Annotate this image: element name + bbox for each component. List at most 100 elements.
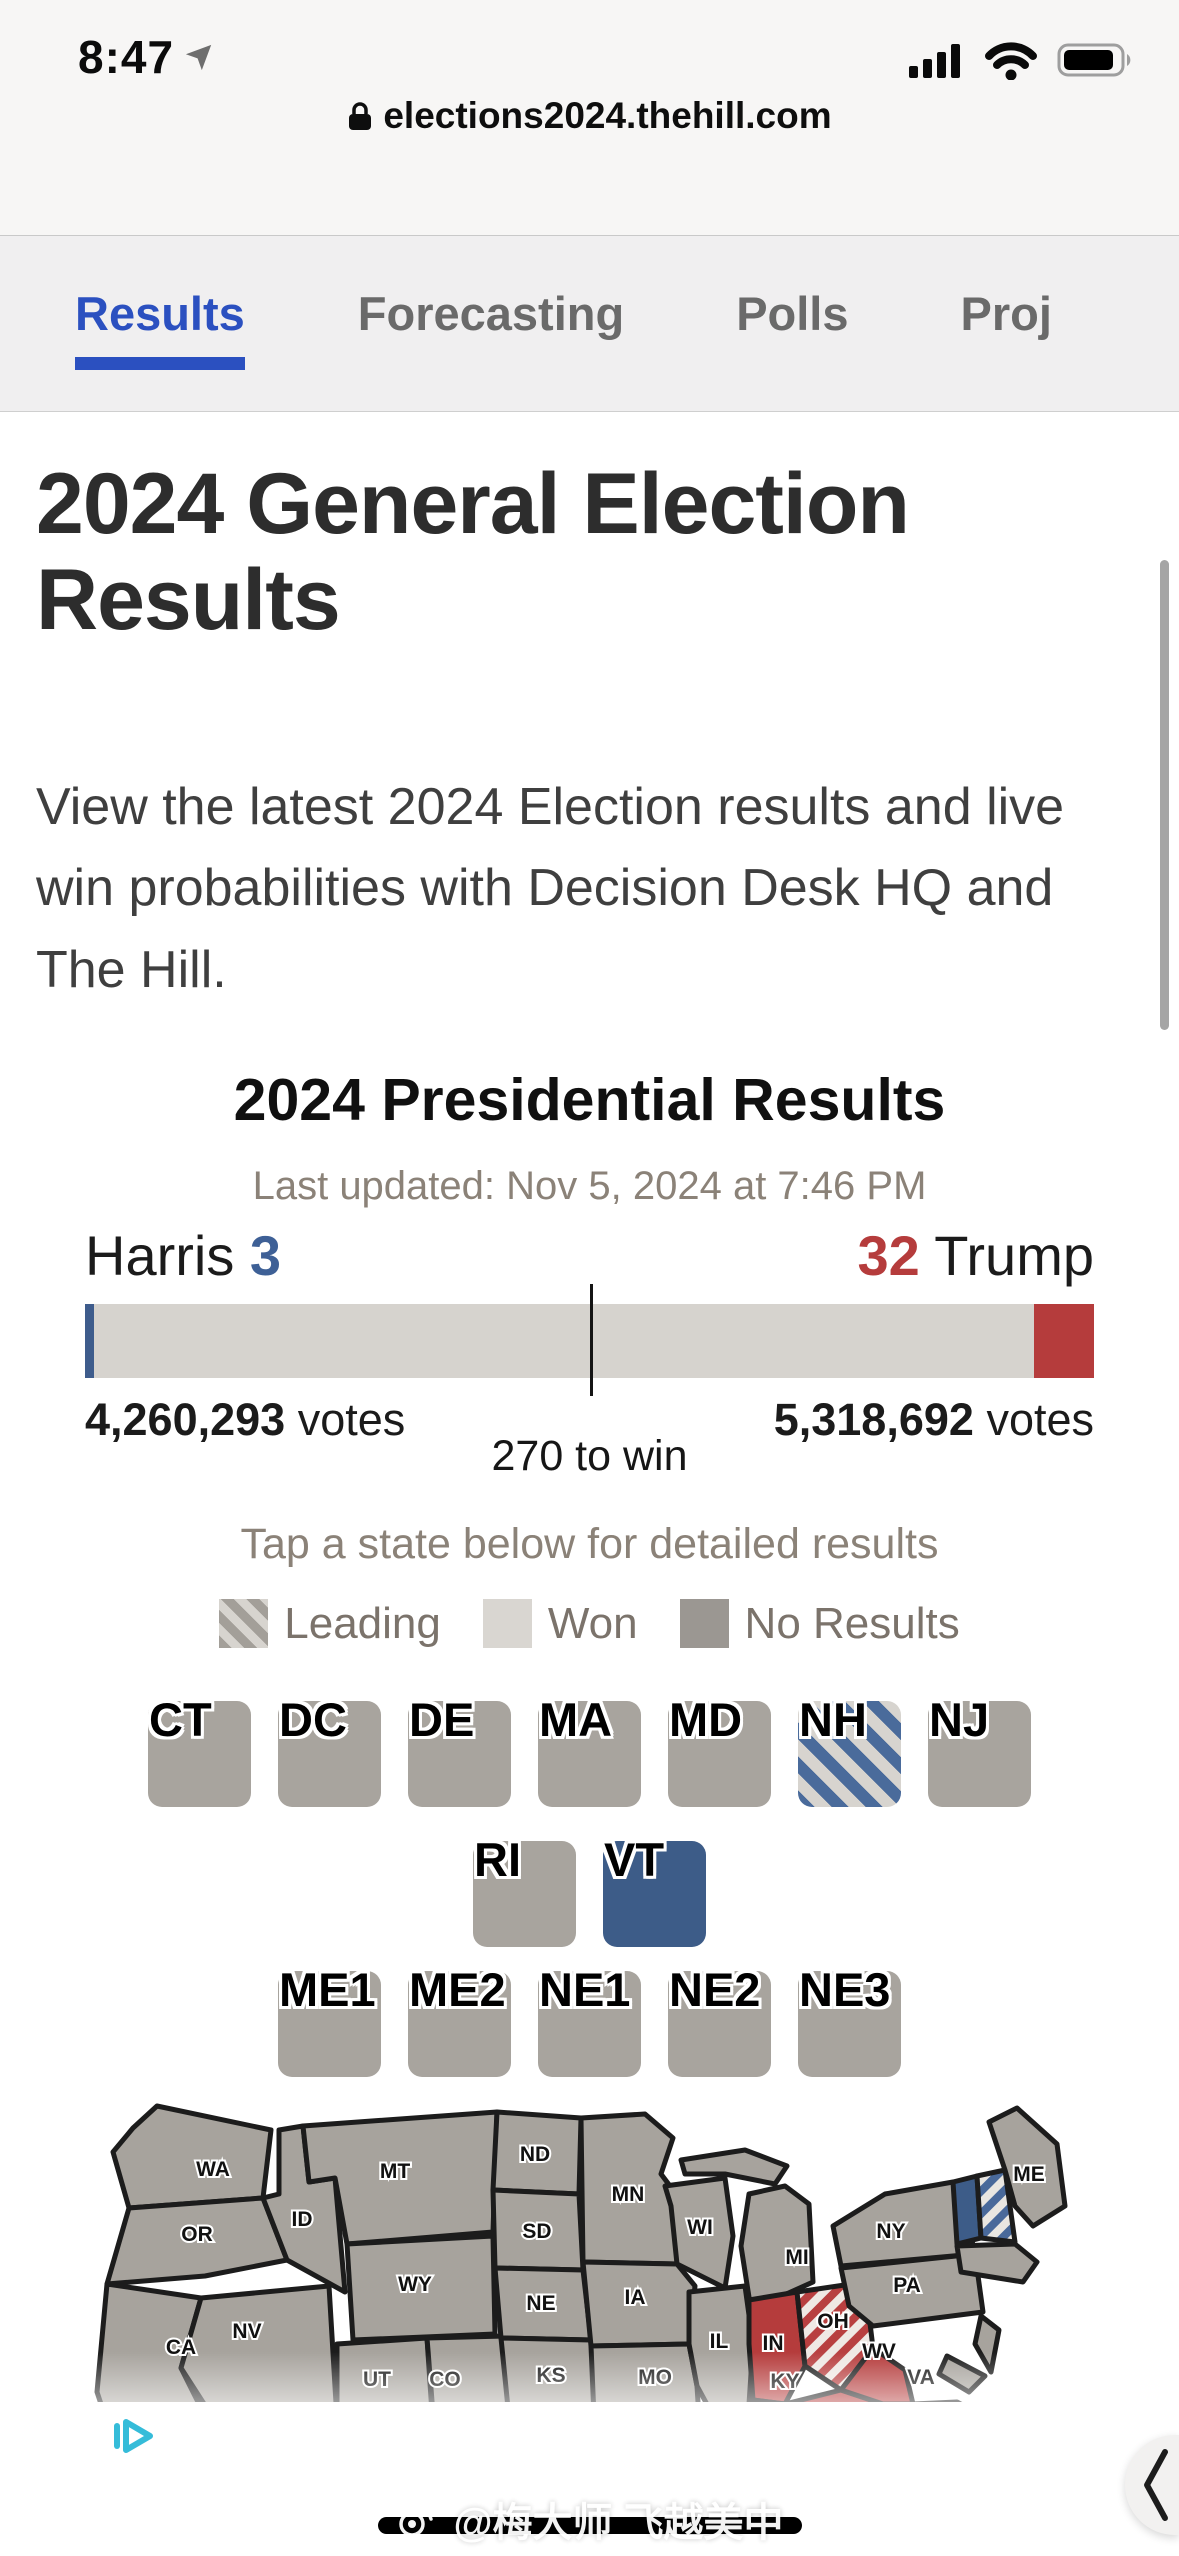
tab-polls[interactable]: Polls (736, 287, 849, 340)
state-tile-ne1[interactable]: NE1 (538, 1963, 641, 2077)
map-state-or[interactable] (104, 2195, 290, 2286)
watermark: @梅大师 飞越美中 (0, 2490, 1179, 2548)
tab-projections[interactable]: Proj (960, 287, 1052, 340)
map-state-label-wv: WV (862, 2340, 896, 2363)
page-scrollbar[interactable] (1160, 560, 1169, 1030)
trump-bar-segment (1034, 1303, 1094, 1378)
weibo-icon (399, 2499, 442, 2537)
url-domain: elections2024.thehill.com (383, 95, 832, 136)
harris-votes: 4,260,293 votes (85, 1393, 406, 1445)
legend-won-swatch (482, 1599, 532, 1648)
state-tile-label: NE1 (539, 1962, 631, 2016)
state-tile-me2[interactable]: ME2 (408, 1963, 511, 2077)
map-state-label-ky: KY (770, 2370, 799, 2393)
us-map-svg: WA OR CA ID NV MT WY UT CO ND SD NE KS MN IA MO WI MI IL IN… (94, 2103, 1068, 2402)
state-tile-ma[interactable]: MA (538, 1693, 641, 1807)
map-state-nv[interactable] (178, 2283, 339, 2402)
page-title: 2024 General Election Results (36, 456, 910, 649)
map-state-label-ia: IA (625, 2286, 646, 2309)
electoral-vote-bar: 270 to win (85, 1283, 1094, 1480)
clock: 8:47 (78, 31, 175, 83)
map-state-nh[interactable] (974, 2167, 1018, 2244)
candidate-row: Harris 3 32 Trump (85, 1223, 1094, 1288)
state-tile-label: DC (279, 1692, 347, 1746)
state-tile-md[interactable]: MD (668, 1693, 771, 1807)
adchoices-icon[interactable] (112, 2417, 158, 2457)
state-tile-ct[interactable]: CT (148, 1693, 251, 1807)
map-state-label-ks: KS (536, 2364, 565, 2387)
270-threshold-tick (589, 1283, 593, 1396)
presidential-heading: 2024 Presidential Results (233, 1066, 946, 1133)
map-state-me[interactable] (986, 2105, 1068, 2228)
trump-summary: 32 Trump (857, 1223, 1094, 1288)
state-tile-ne2[interactable]: NE2 (668, 1963, 771, 2077)
state-tile-ne3[interactable]: NE3 (798, 1963, 901, 2077)
state-tile-ri[interactable]: RI (473, 1833, 576, 1947)
harris-bar-segment (85, 1303, 94, 1378)
map-state-label-nv: NV (232, 2320, 261, 2343)
map-state-label-wa: WA (196, 2158, 230, 2181)
location-arrow-icon (185, 44, 212, 71)
legend-won: Won (482, 1599, 638, 1649)
map-state-label-wi: WI (687, 2216, 713, 2239)
state-tile-vt[interactable]: VT (603, 1833, 706, 1947)
page-intro: View the latest 2024 Election results an… (36, 777, 1065, 999)
trump-electoral-votes: 32 (857, 1223, 920, 1287)
map-state-label-nd: ND (520, 2143, 550, 2166)
map-state-label-in: IN (763, 2332, 784, 2355)
map-state-label-mt: MT (380, 2160, 410, 2183)
state-tile-label: NJ (929, 1692, 990, 1746)
state-tile-label: RI (474, 1832, 521, 1886)
tab-results[interactable]: Results (75, 236, 245, 370)
site-nav: Results Forecasting Polls Proj (0, 236, 1179, 412)
state-tile-label: NE3 (799, 1962, 891, 2016)
state-tile-label: NE2 (669, 1962, 761, 2016)
undecided-bar-segment (94, 1303, 1034, 1378)
trump-name: Trump (934, 1223, 1094, 1287)
us-results-map: WA OR CA ID NV MT WY UT CO ND SD NE KS MN IA MO WI MI IL IN… (0, 2086, 1179, 2402)
state-tile-row-1: CT DC DE MA MD NH NJ (0, 1693, 1179, 1807)
chevron-left-icon (1144, 2449, 1168, 2521)
harris-electoral-votes: 3 (249, 1223, 282, 1287)
map-state-label-il: IL (710, 2330, 729, 2353)
state-tile-row-3: ME1 ME2 NE1 NE2 NE3 (0, 1963, 1179, 2077)
tab-forecasting[interactable]: Forecasting (357, 287, 625, 340)
map-state-label-wy: WY (398, 2273, 432, 2296)
270-to-win-label: 270 to win (491, 1431, 688, 1480)
legend-no-results: No Results (679, 1599, 960, 1649)
state-tile-me1[interactable]: ME1 (278, 1963, 381, 2077)
state-tile-label: VT (604, 1832, 665, 1886)
harris-name: Harris (85, 1223, 235, 1287)
map-state-label-oh: OH (817, 2310, 849, 2333)
state-tile-nj[interactable]: NJ (928, 1693, 1031, 1807)
status-bar-right (907, 40, 1137, 80)
state-tile-label: NH (799, 1692, 867, 1746)
map-state-label-me: ME (1013, 2163, 1045, 2186)
last-updated: Last updated: Nov 5, 2024 at 7:46 PM (252, 1163, 927, 1208)
state-tile-row-2: RI VT (0, 1833, 1179, 1947)
map-state-label-mo: MO (638, 2366, 672, 2389)
map-state-label-id: ID (292, 2208, 313, 2231)
state-tile-label: ME2 (409, 1962, 506, 2016)
map-state-label-mn: MN (612, 2183, 645, 2206)
wifi-icon (985, 42, 1037, 80)
popular-vote-row: 4,260,293 votes 5,318,692 votes (85, 1394, 1094, 1446)
home-indicator[interactable] (377, 2517, 802, 2534)
watermark-text: @梅大师 飞越美中 (453, 2501, 784, 2545)
state-tile-dc[interactable]: DC (278, 1693, 381, 1807)
lock-icon (349, 102, 372, 130)
trump-votes: 5,318,692 votes (773, 1393, 1094, 1445)
map-state-wa[interactable] (110, 2103, 274, 2210)
tap-state-hint: Tap a state below for detailed results (240, 1519, 939, 1568)
state-tile-de[interactable]: DE (408, 1693, 511, 1807)
ad-collapse-tab[interactable] (1125, 2435, 1179, 2535)
harris-summary: Harris 3 (85, 1223, 281, 1288)
map-state-label-ny: NY (876, 2220, 905, 2243)
map-state-label-ut: UT (363, 2368, 391, 2391)
map-state-mi[interactable] (738, 2183, 816, 2312)
state-tile-nh[interactable]: NH (798, 1693, 901, 1807)
cellular-signal-icon (909, 44, 960, 78)
address-bar[interactable]: elections2024.thehill.com (0, 95, 1179, 137)
safari-top-chrome: 8:47 (0, 0, 1179, 236)
